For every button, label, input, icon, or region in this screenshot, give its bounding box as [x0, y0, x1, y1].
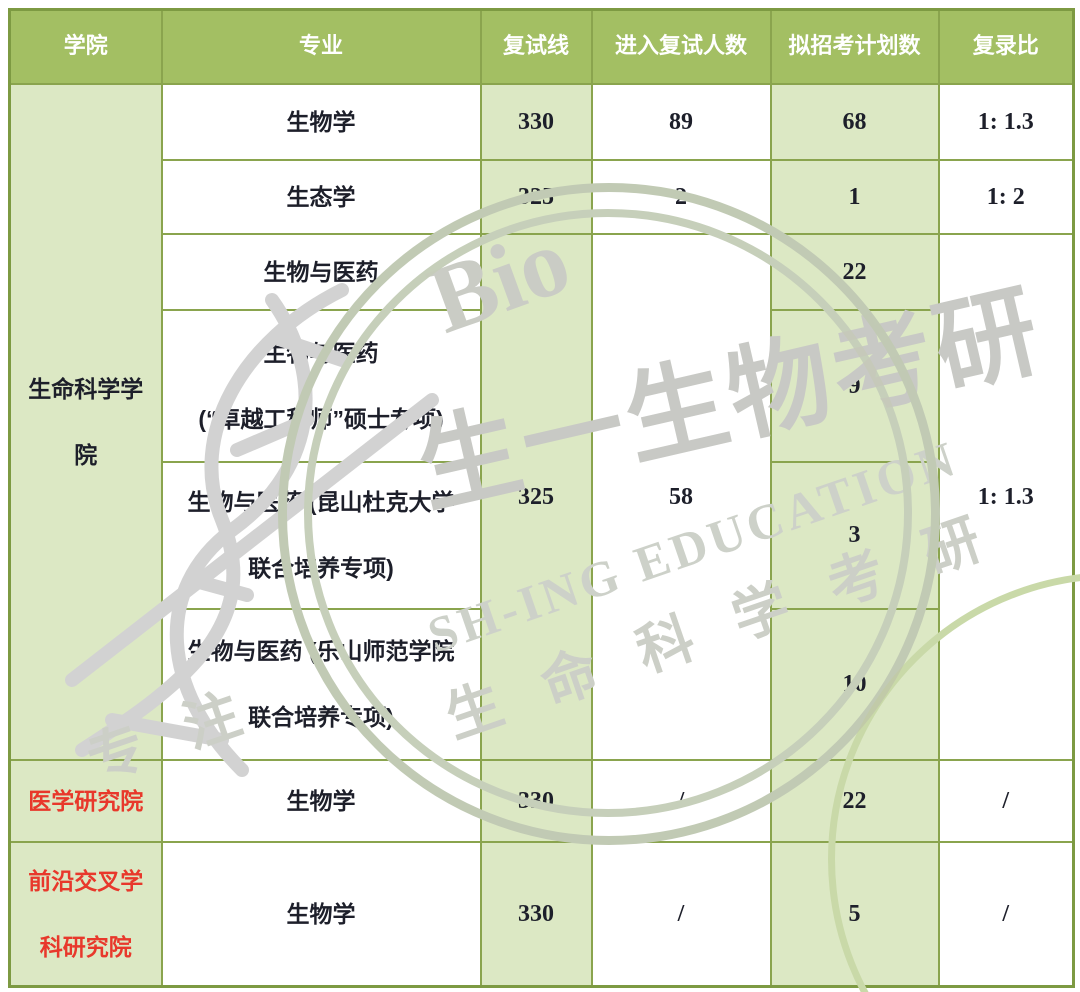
- enter-cell-biology-frontier: /: [590, 840, 772, 988]
- major-cell-biomed-leshan: 生物与医药 (乐山师范学院 联合培养专项): [160, 607, 482, 761]
- college-cell-medical-research: 医学研究院: [8, 758, 163, 843]
- plan-cell-biomed-excellent-engineer: 9: [769, 308, 940, 463]
- plan-cell-biology: 68: [769, 82, 940, 161]
- plan-cell-biomed: 22: [769, 232, 940, 311]
- table-row: 生物与医药 325 58 22 1: 1.3: [10, 232, 1075, 761]
- college-cell-life-sciences: 生命科学学 院: [8, 82, 163, 761]
- ratio-cell-biology-medical: /: [937, 758, 1075, 843]
- header-row: 学院 专业 复试线 进入复试人数 拟招考计划数 复录比: [8, 8, 1075, 85]
- enter-cell-biology: 89: [590, 82, 772, 161]
- enter-cell-ecology: 2: [590, 158, 772, 235]
- major-cell-biology-frontier: 生物学: [160, 840, 482, 988]
- admissions-table: 学院 专业 复试线 进入复试人数 拟招考计划数 复录比 生命科学学 院 生物学 …: [8, 8, 1075, 988]
- plan-cell-ecology: 1: [769, 158, 940, 235]
- header-cell-college: 学院: [8, 8, 163, 85]
- plan-cell-biology-frontier: 5: [769, 840, 940, 988]
- line-cell-biology-medical: 330: [479, 758, 593, 843]
- header-cell-ratio: 复录比: [937, 8, 1075, 85]
- major-cell-biomed-duke-kunshan: 生物与医药 (昆山杜克大学 联合培养专项): [160, 460, 482, 610]
- enter-cell-biology-medical: /: [590, 758, 772, 843]
- header-cell-retest-line: 复试线: [479, 8, 593, 85]
- major-cell-biology-medical: 生物学: [160, 758, 482, 843]
- line-cell-biology-frontier: 330: [479, 840, 593, 988]
- plan-cell-biology-medical: 22: [769, 758, 940, 843]
- ratio-cell-ecology: 1: 2: [937, 158, 1075, 235]
- table-row: 前沿交叉学 科研究院 生物学 330 / 5 /: [8, 840, 1075, 988]
- table-row: 生态学 325 2 1 1: 2: [10, 158, 1075, 235]
- line-cell-biology: 330: [479, 82, 593, 161]
- major-cell-biology: 生物学: [160, 82, 482, 161]
- line-cell-biomed-merged: 325: [479, 232, 593, 761]
- table-row: 医学研究院 生物学 330 / 22 /: [8, 758, 1075, 843]
- header-cell-plan-count: 拟招考计划数: [769, 8, 940, 85]
- plan-cell-biomed-duke-kunshan: 3: [769, 460, 940, 610]
- enter-cell-biomed-merged: 58: [590, 232, 772, 761]
- header-cell-major: 专业: [160, 8, 482, 85]
- major-cell-biomed: 生物与医药: [160, 232, 482, 311]
- line-cell-ecology: 325: [479, 158, 593, 235]
- major-cell-ecology: 生态学: [160, 158, 482, 235]
- college-cell-frontier-interdisciplinary: 前沿交叉学 科研究院: [8, 840, 163, 988]
- ratio-cell-biology: 1: 1.3: [937, 82, 1075, 161]
- ratio-cell-biomed-merged: 1: 1.3: [937, 232, 1075, 761]
- ratio-cell-biology-frontier: /: [937, 840, 1075, 988]
- major-cell-biomed-excellent-engineer: 生物与医药 (“卓越工程师”硕士专项): [160, 308, 482, 463]
- header-cell-retest-count: 进入复试人数: [590, 8, 772, 85]
- plan-cell-biomed-leshan: 10: [769, 607, 940, 761]
- table-row: 生命科学学 院 生物学 330 89 68 1: 1.3: [8, 82, 1075, 761]
